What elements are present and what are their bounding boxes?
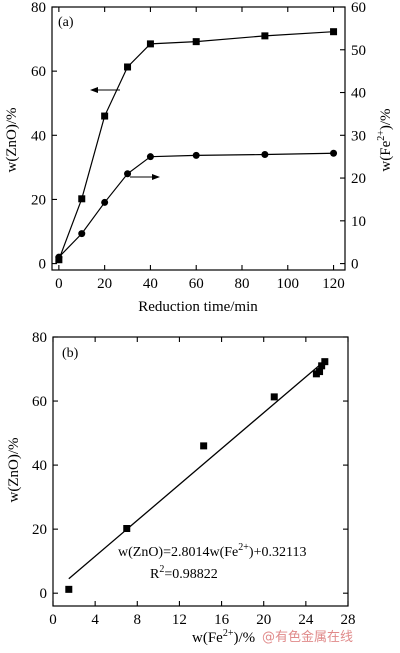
panel-a-left-y-axis-label: w(ZnO)/%	[4, 108, 20, 173]
panel-a-right-y-tick-label: 40	[351, 86, 366, 102]
panel-b-x-tick-label: 12	[172, 612, 187, 628]
watermark: @有色金属在线	[262, 629, 353, 645]
fe-series-point	[146, 153, 154, 161]
panel-b-markers	[65, 358, 329, 593]
zno-axis-arrow	[90, 87, 120, 93]
panel-a-x-tick-label: 20	[97, 276, 112, 292]
fe-series-point	[101, 198, 109, 206]
fit-r-squared: R2=0.98822	[150, 564, 218, 582]
zno-series-point	[192, 38, 200, 46]
panel-b-x-tick-label: 28	[341, 612, 356, 628]
panel-b-x-tick-label: 8	[134, 612, 142, 628]
panel-a-lines	[58, 31, 334, 260]
panel-a-x-tick-label: 120	[322, 276, 345, 292]
panel-b-fit-line	[68, 360, 326, 580]
panel-a-right-y-tick-label: 20	[351, 171, 366, 187]
panel-b-x-tick-label: 0	[49, 612, 57, 628]
fe-series-point	[78, 230, 86, 238]
watermark-text: @有色金属在线	[262, 629, 353, 645]
zno-series-point	[330, 28, 338, 36]
panel-a-x-tick-label: 0	[55, 276, 63, 292]
panel-a-left-y-tick-label: 20	[31, 192, 46, 208]
panel-b-x-tick-label: 20	[256, 612, 271, 628]
panel-a-right-y-tick-label: 0	[351, 257, 359, 273]
panel-a-right-y-tick-label: 50	[351, 43, 366, 59]
fit-equation: w(ZnO)=2.8014w(Fe2+)+0.32113	[118, 542, 306, 560]
panel-a-markers	[55, 28, 338, 264]
scatter-point	[200, 442, 208, 450]
panel-a-left-y-tick-label: 0	[39, 257, 47, 273]
panel-a-right-y-tick-label: 30	[351, 128, 366, 144]
zno-series-point	[146, 40, 154, 48]
panel-a-x-tick-label: 100	[277, 276, 300, 292]
panel-b-label: (b)	[62, 346, 79, 361]
scatter-point	[270, 393, 278, 401]
panel-b: 0 4 8 12 16 20 24 28 0 20 40 60 80 (b) w(ZnO)=2.801…	[6, 330, 356, 646]
zno-series-point	[261, 32, 269, 40]
panel-b-y-axis-label: w(ZnO)/%	[6, 438, 22, 503]
panel-b-x-tick-label: 4	[91, 612, 99, 628]
panel-a-right-y-tick-label: 60	[351, 0, 366, 16]
scatter-point	[316, 368, 324, 376]
panel-b-y-ticks: 0 20 40 60 80	[32, 330, 348, 602]
regression-line	[68, 360, 326, 580]
panel-b-y-tick-label: 20	[32, 522, 47, 538]
fe-series-point	[330, 149, 338, 157]
scatter-point	[321, 358, 329, 366]
fe-series-line	[58, 152, 334, 258]
panel-b-y-tick-label: 60	[32, 394, 47, 410]
panel-b-x-tick-label: 24	[298, 612, 314, 628]
panel-b-plot-frame	[52, 336, 349, 607]
scatter-point	[318, 362, 326, 370]
scatter-point	[65, 585, 73, 593]
fe-series-point	[192, 151, 200, 159]
panel-a-left-y-tick-label: 80	[31, 0, 46, 16]
panel-a-left-y-tick-label: 40	[31, 128, 46, 144]
panel-b-x-ticks: 0 4 8 12 16 20 24 28	[49, 337, 356, 628]
zno-series-point	[124, 63, 132, 71]
scatter-point	[123, 525, 131, 533]
panel-b-x-tick-label: 16	[214, 612, 230, 628]
panel-a-plot-frame	[51, 6, 346, 271]
panel-a-x-tick-label: 80	[234, 276, 249, 292]
fe-series-point	[261, 151, 269, 159]
panel-a-right-y-tick-label: 10	[351, 214, 366, 230]
zno-series-line	[58, 31, 334, 260]
zno-series-point	[78, 195, 86, 203]
zno-series-point	[101, 112, 109, 120]
panel-a-right-y-axis-label: w(Fe2+)/%	[376, 108, 394, 171]
fe-series-point	[55, 253, 63, 261]
panel-a-right-y-ticks: 0 10 20 30 40 50 60	[340, 0, 366, 273]
fe-axis-arrow	[130, 174, 160, 180]
panel-b-y-tick-label: 40	[32, 458, 47, 474]
panel-a-left-y-tick-label: 60	[31, 64, 46, 80]
panel-a-left-y-ticks: 0 20 40 60 80	[31, 0, 57, 273]
panel-a-x-axis-label: Reduction time/min	[138, 299, 258, 315]
panel-b-y-tick-label: 0	[40, 586, 48, 602]
panel-b-x-axis-label: w(Fe2+)/%	[192, 628, 255, 646]
panel-a-label: (a)	[58, 15, 74, 30]
fe-series-point	[124, 170, 132, 178]
panel-b-y-tick-label: 80	[32, 330, 47, 346]
panel-a-x-tick-label: 60	[189, 276, 204, 292]
panel-a-x-tick-label: 40	[143, 276, 158, 292]
panel-a-x-ticks: 0 20 40 60 80 100 120	[55, 7, 345, 292]
